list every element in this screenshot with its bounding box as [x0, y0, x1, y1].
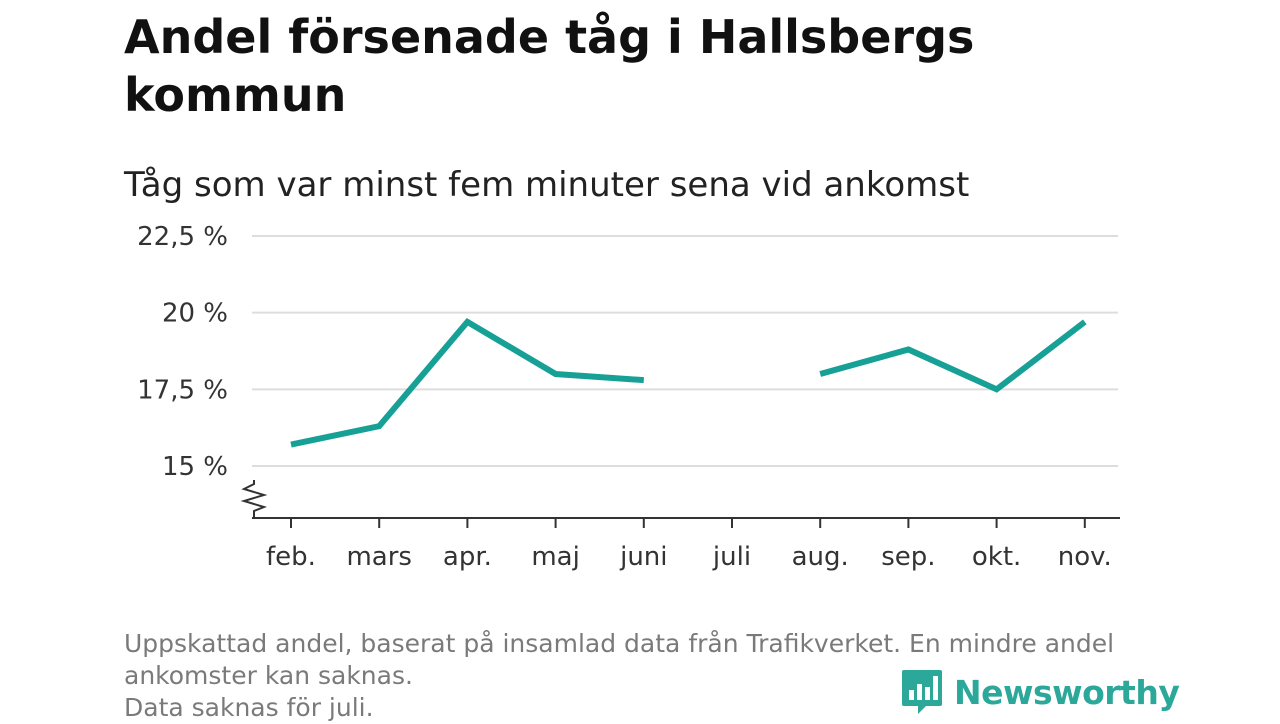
newsworthy-logo: Newsworthy	[900, 668, 1179, 716]
x-tick-label: juli	[712, 542, 751, 572]
x-tick-label: feb.	[266, 542, 316, 572]
x-axis-labels: feb. mars apr. maj juni juli aug. sep. okt. nov.	[266, 542, 1112, 572]
x-tick-label: aug.	[792, 542, 849, 572]
x-axis	[244, 480, 1120, 528]
series-line-segment	[291, 322, 644, 445]
x-tick-label: juni	[619, 542, 667, 572]
x-tick-label: okt.	[972, 542, 1021, 572]
x-tick-label: nov.	[1058, 542, 1112, 572]
axis-break-icon	[244, 480, 264, 518]
x-tick-label: apr.	[443, 542, 492, 572]
logo-text: Newsworthy	[954, 673, 1179, 712]
series-line-segment	[820, 322, 1085, 389]
grid-lines	[252, 236, 1118, 466]
newsworthy-bar-chart-icon	[900, 668, 944, 716]
x-tick-label: mars	[346, 542, 412, 572]
x-tick-label: maj	[531, 542, 579, 572]
y-tick-label: 22,5 %	[137, 222, 228, 252]
y-tick-label: 15 %	[162, 452, 228, 482]
y-tick-label: 17,5 %	[137, 375, 228, 405]
series-lines	[291, 322, 1085, 445]
x-tick-label: sep.	[881, 542, 935, 572]
y-tick-label: 20 %	[162, 299, 228, 329]
y-axis-labels: 15 % 17,5 % 20 % 22,5 %	[137, 222, 228, 482]
